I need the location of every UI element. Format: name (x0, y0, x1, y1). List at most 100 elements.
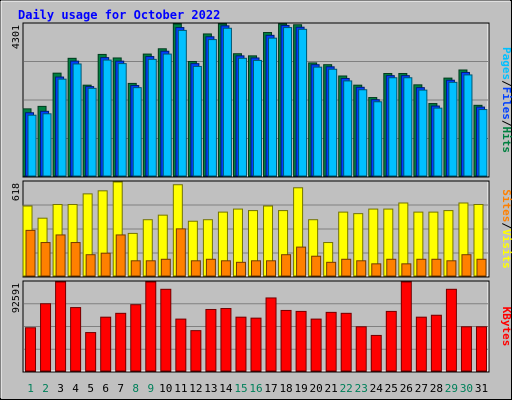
kbytes-panel: KBytes 1: 45000KBytes 2: 70000KBytes 3: … (11, 280, 512, 373)
bar-kbytes: KBytes 28: 58000 (430, 314, 442, 372)
bar-kbytes: KBytes 2: 70000 (40, 303, 52, 372)
bar-pages: Pages 31: 1880 (478, 109, 488, 177)
bar-kbytes: KBytes 29: 85000 (445, 288, 457, 372)
bar-kbytes: KBytes 14: 65000 (220, 308, 232, 372)
bar-kbytes: KBytes 18: 63000 (280, 309, 292, 372)
bar-sites: Sites 6: 150 (100, 252, 111, 277)
visits-panel: Visits 1: 460Visits 2: 380Visits 3: 470V… (11, 180, 512, 278)
y-max-label: 618 (11, 183, 22, 201)
x-tick-label: 25 (385, 382, 398, 395)
y-max-label: 4301 (11, 25, 22, 49)
bar-sites: Sites 13: 110 (205, 258, 216, 277)
legend-entry: Files (500, 87, 512, 120)
bar-sites: Sites 19: 190 (296, 246, 307, 277)
x-tick-label: 11 (174, 382, 187, 395)
bar-sites: Sites 10: 110 (160, 258, 171, 277)
bar-sites: Sites 29: 100 (446, 260, 457, 277)
bar-sites: Sites 20: 130 (311, 255, 322, 277)
x-tick-label: 28 (430, 382, 443, 395)
bar-sites: Sites 31: 110 (476, 258, 487, 277)
bar-pages: Pages 22: 2690 (343, 80, 353, 177)
bar-kbytes: KBytes 7: 60000 (115, 312, 127, 372)
bar-pages: Pages 29: 2650 (448, 81, 458, 177)
x-tick-label: 22 (340, 382, 353, 395)
legend-entry: Pages (500, 47, 512, 80)
x-tick-label: 29 (445, 382, 458, 395)
x-tick-label: 18 (279, 382, 292, 395)
legend: Sites/Visits (500, 189, 512, 269)
bar-pages: Pages 17: 3900 (268, 37, 278, 177)
x-tick-label: 10 (159, 382, 172, 395)
x-tick-label: 7 (117, 382, 124, 395)
bar-sites: Sites 28: 110 (431, 258, 442, 277)
bar-kbytes: KBytes 6: 56000 (100, 316, 112, 372)
bar-kbytes: KBytes 20: 54000 (310, 318, 322, 372)
x-tick-label: 3 (57, 382, 64, 395)
x-tick-label: 9 (147, 382, 154, 395)
bar-sites: Sites 4: 220 (70, 242, 81, 277)
chart-title: Daily usage for October 2022 (18, 8, 220, 22)
bar-kbytes: KBytes 26: 100000 (400, 281, 412, 372)
bar-kbytes: KBytes 15: 56000 (235, 316, 247, 372)
bar-sites: Sites 25: 110 (386, 258, 397, 277)
bar-pages: Pages 12: 3100 (192, 65, 202, 177)
bar-kbytes: KBytes 27: 56000 (415, 316, 427, 372)
bar-pages: Pages 3: 2740 (57, 78, 67, 177)
bar-pages: Pages 13: 3860 (207, 39, 217, 177)
bar-kbytes: KBytes 22: 60000 (340, 312, 352, 372)
bar-kbytes: KBytes 17: 76000 (265, 297, 277, 372)
x-tick-label: 16 (249, 382, 262, 395)
legend: KBytes (500, 307, 512, 347)
bar-sites: Sites 7: 270 (115, 234, 126, 277)
bar-pages: Pages 8: 2500 (132, 87, 142, 177)
bar-pages: Pages 10: 3450 (162, 53, 172, 177)
x-tick-label: 6 (102, 382, 109, 395)
bar-kbytes: KBytes 12: 42000 (190, 330, 202, 372)
bar-sites: Sites 30: 140 (461, 254, 472, 277)
bar-sites: Sites 1: 300 (25, 229, 36, 277)
y-max-label: 92591 (11, 283, 22, 313)
series-sites: Sites 1: 300 Sites 2: 220 Sites 3: 270 Site… (25, 228, 487, 277)
panels-layer: Hits 1: 1900Hits 2: 1970Hits 3: 2910Hits… (11, 22, 512, 373)
bar-kbytes: KBytes 23: 46000 (355, 326, 367, 372)
bar-pages: Pages 6: 3280 (102, 59, 112, 177)
bar-sites: Sites 11: 310 (175, 228, 186, 277)
bar-kbytes: KBytes 5: 40000 (85, 332, 97, 372)
bar-pages: Pages 4: 3170 (72, 63, 82, 177)
bar-pages: Pages 1: 1720 (27, 114, 37, 177)
x-tick-label: 27 (415, 382, 428, 395)
legend-entry: Sites (500, 189, 512, 222)
series-pages: Pages 1: 1720 Pages 2: 1760 Pages 3: 2740 P… (27, 27, 488, 177)
legend-entry: KBytes (500, 307, 512, 347)
bar-kbytes: KBytes 11: 54000 (175, 318, 187, 372)
bar-pages: Pages 19: 4150 (298, 28, 308, 177)
x-tick-label: 24 (370, 382, 384, 395)
x-tick-label: 23 (355, 382, 368, 395)
x-tick-label: 12 (189, 382, 202, 395)
bar-kbytes: KBytes 1: 45000 (25, 327, 37, 372)
x-tick-label: 4 (72, 382, 79, 395)
bar-sites: Sites 12: 100 (190, 260, 201, 277)
bar-pages: Pages 9: 3300 (147, 58, 157, 177)
bar-kbytes: KBytes 8: 69000 (130, 304, 142, 372)
x-tick-label: 17 (264, 382, 277, 395)
bar-pages: Pages 24: 2100 (373, 101, 383, 177)
legend-entry: / (500, 120, 512, 127)
bar-pages: Pages 18: 4200 (283, 27, 293, 177)
legend-entry: Visits (500, 229, 512, 269)
bar-sites: Sites 5: 140 (85, 254, 96, 277)
series-kbytes: KBytes 1: 45000KBytes 2: 70000KBytes 3: … (25, 281, 487, 372)
bar-sites: Sites 15: 90 (235, 261, 246, 277)
bar-sites: Sites 22: 110 (341, 258, 352, 277)
bar-kbytes: KBytes 25: 62000 (385, 310, 397, 372)
hits-panel: Hits 1: 1900Hits 2: 1970Hits 3: 2910Hits… (11, 22, 512, 178)
x-axis-labels: 1 2 3 4 5 6 7 8 9 10 11 12 13 14 15 16 17 18 19 20 21 22 23 24 2… (27, 382, 488, 395)
legend-entry: Hits (500, 127, 512, 154)
bar-pages: Pages 2: 1760 (42, 113, 52, 177)
bar-pages: Pages 14: 4180 (222, 27, 232, 177)
bar-kbytes: KBytes 31: 46000 (475, 326, 487, 372)
x-tick-label: 21 (325, 382, 338, 395)
bar-kbytes: KBytes 19: 62000 (295, 310, 307, 372)
